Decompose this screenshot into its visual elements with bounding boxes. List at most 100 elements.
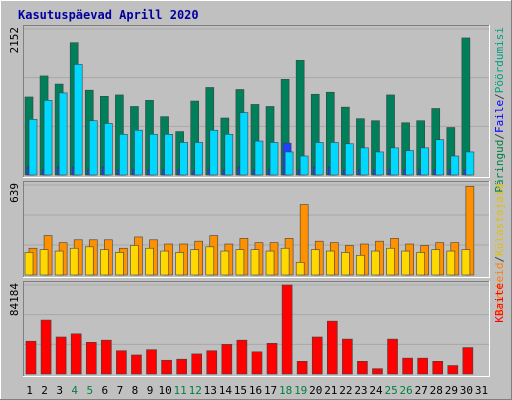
x-tick-label: 31 [475, 384, 488, 397]
bar-kbaite-29 [447, 365, 459, 375]
chart-title: Kasutuspäevad Aprill 2020 [18, 8, 199, 22]
bar-kbaite-16 [251, 351, 263, 375]
bar-pöördumisi-23 [360, 147, 369, 176]
bar-pöördumisi-14 [224, 133, 234, 176]
bar-kbaite-12 [191, 353, 203, 375]
legend-entry: / [493, 256, 506, 263]
bar-kbaite-6 [101, 339, 112, 375]
bar-pöördumisi-22 [345, 143, 354, 176]
x-tick-label: 25 [384, 384, 397, 397]
legend-middle: Arveteid/Külastajaid [493, 183, 506, 315]
legend-entry: Külastajaid [493, 183, 506, 256]
bar-kbaite-19 [296, 361, 308, 375]
bar-pöördumisi-25 [390, 147, 399, 176]
bar-kbaite-27 [417, 357, 428, 375]
bar-pöördumisi-16 [254, 140, 264, 176]
bar-kbaite-26 [402, 357, 413, 375]
bar-kbaite-25 [387, 338, 398, 375]
x-tick-label: 28 [430, 384, 443, 397]
bar-külastajaid-28 [431, 249, 441, 276]
bar-kbaite-23 [357, 361, 368, 375]
bar-pöördumisi-7 [119, 133, 128, 176]
bar-külastajaid-8 [130, 245, 139, 276]
x-tick-label: 10 [158, 384, 171, 397]
bar-külastajaid-9 [145, 247, 154, 276]
x-tick-label: 5 [86, 384, 93, 397]
x-tick-label: 29 [445, 384, 458, 397]
bar-külastajaid-10 [160, 250, 169, 276]
x-tick-label: 11 [174, 384, 187, 397]
y-max-label: 2152 [8, 27, 21, 54]
bar-pöördumisi-9 [149, 133, 158, 176]
bar-kbaite-4 [70, 333, 82, 375]
bar-külastajaid-29 [446, 250, 456, 276]
bar-külastajaid-16 [250, 249, 260, 276]
bar-pöördumisi-15 [239, 112, 249, 176]
bar-pöördumisi-2 [43, 100, 53, 176]
bar-kbaite-13 [206, 350, 218, 375]
bar-kbaite-15 [236, 339, 248, 375]
bar-külastajaid-4 [69, 247, 79, 276]
legend-entry: Arveteid [493, 262, 506, 315]
bar-kbaite-14 [221, 344, 233, 375]
x-tick-label: 3 [56, 384, 63, 397]
bar-kbaite-21 [326, 320, 338, 375]
bar-külastajaid-20 [310, 249, 320, 276]
x-tick-label: 24 [369, 384, 383, 397]
bar-pöördumisi-5 [88, 120, 98, 176]
legend-entry: Faile [493, 100, 506, 133]
x-tick-label: 23 [354, 384, 367, 397]
bar-kbaite-5 [85, 341, 97, 375]
bar-pöördumisi-11 [179, 142, 188, 176]
bar-pöördumisi-3 [58, 92, 68, 176]
bar-pöördumisi-13 [209, 129, 219, 176]
x-tick-label: 9 [147, 384, 154, 397]
panel-bottom: 84184 KBaite [8, 281, 506, 377]
bar-kbaite-2 [40, 319, 52, 375]
bar-külastajaid-7 [115, 252, 124, 276]
bar-pöördumisi-24 [375, 151, 384, 176]
legend-entry: Pöördumisi [493, 27, 506, 93]
bar-kbaite-10 [161, 359, 172, 375]
x-tick-label: 13 [204, 384, 217, 397]
bar-külastajaid-17 [265, 250, 275, 276]
bar-pöördumisi-27 [420, 147, 429, 176]
bar-pöördumisi-26 [405, 150, 414, 176]
bar-pöördumisi-29 [450, 155, 460, 176]
bar-kbaite-22 [342, 338, 353, 375]
x-tick-label: 16 [249, 384, 262, 397]
bar-külastajaid-13 [205, 246, 215, 276]
bar-külastajaid-26 [401, 250, 410, 276]
y-max-label: 84184 [8, 283, 21, 316]
bar-külastajaid-1 [24, 252, 34, 276]
bar-pöördumisi-1 [28, 119, 38, 176]
bar-külastajaid-25 [386, 247, 395, 276]
bar-kbaite-17 [266, 343, 278, 375]
bar-külastajaid-5 [84, 246, 94, 276]
x-tick-label: 30 [460, 384, 473, 397]
x-tick-label: 27 [415, 384, 428, 397]
bar-külastajaid-21 [325, 250, 335, 276]
x-tick-label: 1 [26, 384, 33, 397]
bar-pöördumisi-30 [465, 151, 475, 176]
bar-kbaite-28 [432, 361, 444, 375]
bar-pöördumisi-19 [299, 155, 309, 176]
x-tick-label: 6 [102, 384, 109, 397]
x-tick-label: 18 [279, 384, 292, 397]
x-tick-label: 12 [189, 384, 202, 397]
bar-pöördumisi-10 [164, 133, 173, 176]
bar-pöördumisi-17 [269, 142, 279, 176]
x-tick-label: 14 [219, 384, 233, 397]
x-tick-label: 22 [339, 384, 352, 397]
bar-külastajaid-3 [54, 250, 64, 276]
legend-entry: KBaite [493, 283, 506, 323]
bar-pöördumisi-21 [329, 142, 339, 176]
bar-külastajaid-22 [341, 252, 350, 276]
x-tick-label: 19 [294, 384, 307, 397]
legend-entry: / [493, 133, 506, 140]
bar-külastajaid-15 [235, 249, 245, 276]
bar-kbaite-20 [311, 336, 323, 375]
